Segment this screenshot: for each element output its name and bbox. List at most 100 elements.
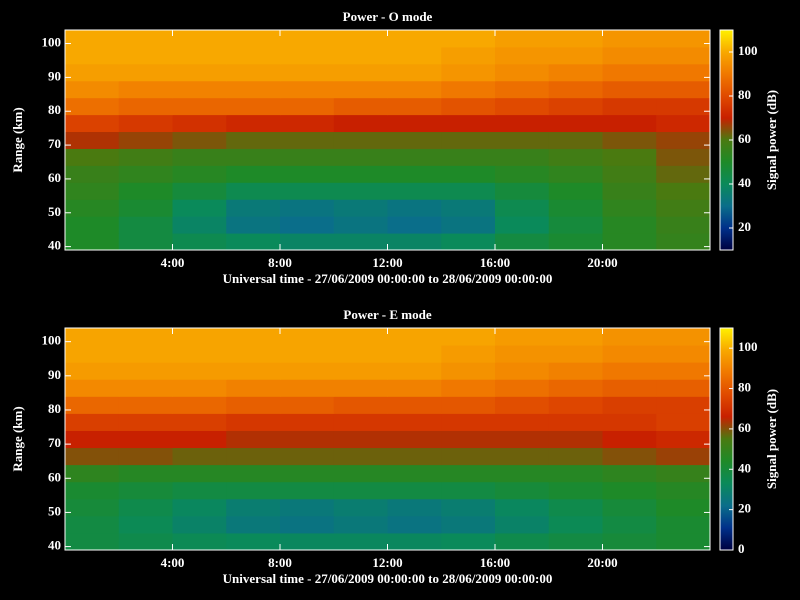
heatmap-cell bbox=[387, 362, 442, 380]
heatmap-cell bbox=[226, 46, 281, 65]
y-tick-label: 70 bbox=[48, 136, 61, 151]
heatmap-cell bbox=[441, 430, 496, 449]
colorbar-tick-label: 100 bbox=[738, 339, 758, 354]
heatmap-cell bbox=[495, 345, 550, 363]
heatmap-cell bbox=[441, 498, 496, 517]
heatmap-cell bbox=[656, 413, 710, 431]
heatmap-cell bbox=[65, 498, 120, 517]
heatmap-cell bbox=[441, 165, 496, 183]
heatmap-cell bbox=[226, 464, 281, 483]
heatmap-cell bbox=[333, 532, 388, 550]
heatmap-cell bbox=[602, 131, 657, 149]
heatmap-cell bbox=[656, 464, 710, 483]
heatmap-cell bbox=[548, 165, 603, 183]
heatmap-cell bbox=[118, 182, 173, 200]
heatmap-cell bbox=[495, 464, 550, 483]
heatmap-cell bbox=[280, 46, 335, 65]
heatmap-cell bbox=[65, 80, 120, 99]
heatmap-cell bbox=[441, 379, 496, 397]
heatmap-cell bbox=[226, 515, 281, 534]
heatmap-cell bbox=[387, 30, 442, 48]
heatmap-cell bbox=[118, 233, 173, 250]
heatmap-cell bbox=[333, 515, 388, 534]
heatmap-cell bbox=[226, 216, 281, 234]
heatmap-cell bbox=[387, 379, 442, 397]
heatmap-cell bbox=[172, 464, 227, 483]
heatmap-cell bbox=[548, 328, 603, 346]
heatmap-cell bbox=[333, 30, 388, 48]
heatmap-cell bbox=[495, 233, 550, 250]
heatmap-cell bbox=[441, 362, 496, 380]
heatmap-cell bbox=[172, 515, 227, 534]
heatmap-cell bbox=[495, 97, 550, 116]
heatmap-cell bbox=[226, 328, 281, 346]
chart-title: Power - E mode bbox=[343, 307, 431, 322]
heatmap-cell bbox=[495, 165, 550, 183]
heatmap-cell bbox=[495, 498, 550, 517]
heatmap-cell bbox=[118, 362, 173, 380]
y-tick-label: 90 bbox=[48, 367, 61, 382]
y-tick-label: 90 bbox=[48, 68, 61, 83]
heatmap-cell bbox=[65, 481, 120, 500]
heatmap-cell bbox=[172, 199, 227, 217]
heatmap-cell bbox=[118, 165, 173, 183]
heatmap-cell bbox=[441, 328, 496, 346]
x-tick-label: 20:00 bbox=[587, 555, 617, 570]
heatmap-cell bbox=[387, 532, 442, 550]
heatmap-cell bbox=[548, 379, 603, 397]
x-tick-label: 16:00 bbox=[480, 555, 510, 570]
heatmap-cell bbox=[387, 481, 442, 500]
heatmap-cell bbox=[495, 413, 550, 431]
y-tick-label: 50 bbox=[48, 204, 61, 219]
heatmap-cell bbox=[333, 216, 388, 234]
heatmap-cell bbox=[226, 362, 281, 380]
heatmap-cell bbox=[280, 63, 335, 82]
heatmap-cell bbox=[172, 30, 227, 48]
heatmap-cell bbox=[172, 498, 227, 517]
heatmap-cell bbox=[172, 481, 227, 500]
heatmap-cell bbox=[441, 80, 496, 99]
heatmap-cell bbox=[226, 182, 281, 200]
heatmap-cell bbox=[548, 498, 603, 517]
heatmap-cell bbox=[495, 328, 550, 346]
heatmap-cell bbox=[548, 430, 603, 449]
heatmap-cell bbox=[280, 498, 335, 517]
y-tick-label: 60 bbox=[48, 170, 61, 185]
heatmap-cell bbox=[602, 63, 657, 82]
heatmap-cell bbox=[387, 131, 442, 149]
heatmap-cell bbox=[172, 216, 227, 234]
heatmap-cell bbox=[656, 182, 710, 200]
x-tick-label: 20:00 bbox=[587, 255, 617, 270]
heatmap-cell bbox=[118, 131, 173, 149]
heatmap-cell bbox=[333, 182, 388, 200]
heatmap-cell bbox=[548, 97, 603, 116]
heatmap-cell bbox=[602, 362, 657, 380]
heatmap-cell bbox=[656, 345, 710, 363]
y-axis-label: Range (km) bbox=[10, 406, 25, 471]
heatmap-cell bbox=[65, 362, 120, 380]
heatmap-cell bbox=[226, 114, 281, 133]
heatmap-cell bbox=[495, 481, 550, 500]
heatmap-cell bbox=[602, 30, 657, 48]
colorbar-tick-label: 100 bbox=[738, 43, 758, 58]
heatmap-cell bbox=[172, 63, 227, 82]
heatmap-cell bbox=[548, 114, 603, 133]
heatmap-cell bbox=[118, 46, 173, 65]
heatmap-cell bbox=[495, 396, 550, 414]
heatmap-cell bbox=[172, 165, 227, 183]
heatmap-cell bbox=[118, 114, 173, 133]
heatmap-cell bbox=[118, 345, 173, 363]
heatmap-cell bbox=[226, 199, 281, 217]
heatmap-cell bbox=[602, 464, 657, 483]
heatmap-cell bbox=[656, 63, 710, 82]
heatmap-cell bbox=[548, 362, 603, 380]
heatmap-cell bbox=[333, 430, 388, 449]
heatmap-cell bbox=[118, 148, 173, 166]
x-axis-label: Universal time - 27/06/2009 00:00:00 to … bbox=[223, 271, 553, 286]
heatmap-cell bbox=[118, 532, 173, 550]
heatmap-cell bbox=[118, 328, 173, 346]
heatmap-cell bbox=[548, 131, 603, 149]
heatmap-cell bbox=[118, 199, 173, 217]
y-axis-label: Range (km) bbox=[10, 107, 25, 172]
